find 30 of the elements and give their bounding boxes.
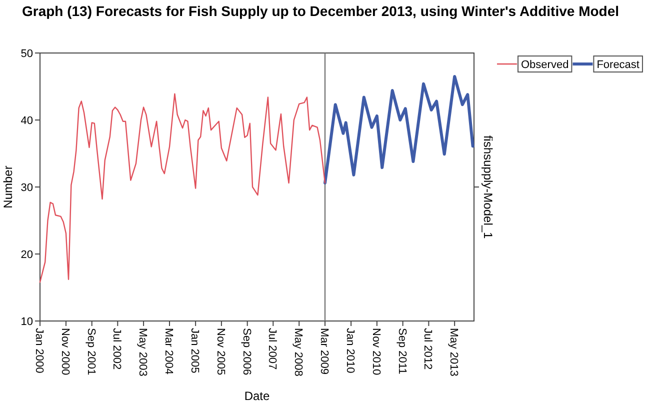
x-tick-label: May 2013 <box>448 328 460 376</box>
x-tick-label: Sep 2001 <box>84 328 97 376</box>
chart-title: Graph (13) Forecasts for Fish Supply up to December 2013, using Winter's Additive Model <box>22 3 620 19</box>
x-tick-label: Sep 2006 <box>240 328 252 376</box>
y-tick-label: 20 <box>20 249 33 261</box>
x-tick-label: Jul 2007 <box>266 328 278 370</box>
legend-label: Observed <box>521 59 569 71</box>
x-tick-label: May 2003 <box>136 328 149 376</box>
x-tick-label: Mar 2004 <box>162 328 175 374</box>
y-tick-label: 10 <box>20 316 33 328</box>
x-axis-title: Date <box>244 389 270 403</box>
y-tick-label: 50 <box>20 48 33 60</box>
x-tick-label: Jul 2002 <box>110 328 123 370</box>
y-tick-label: 30 <box>20 182 33 194</box>
x-tick-label: Jan 2010 <box>344 328 356 374</box>
line-series <box>39 93 326 283</box>
x-tick-label: Jan 2005 <box>188 328 201 374</box>
text: fishsupply-Model_1 <box>481 135 495 240</box>
x-tick-label: Nov 2010 <box>370 328 382 376</box>
x-tick-label: Mar 2009 <box>318 328 330 374</box>
x-tick-label: Nov 2005 <box>214 328 226 376</box>
legend-label: Forecast <box>596 59 640 71</box>
x-tick-label: Nov 2000 <box>58 328 71 376</box>
x-tick-label: May 2008 <box>292 328 304 376</box>
x-tick-label: Jan 2000 <box>33 328 45 374</box>
x-tick-label: Jul 2012 <box>422 328 434 370</box>
y-axis-title: Number <box>1 166 15 208</box>
y-tick-label: 40 <box>20 115 33 127</box>
x-tick-label: Sep 2011 <box>396 328 408 374</box>
line-series <box>323 74 474 184</box>
